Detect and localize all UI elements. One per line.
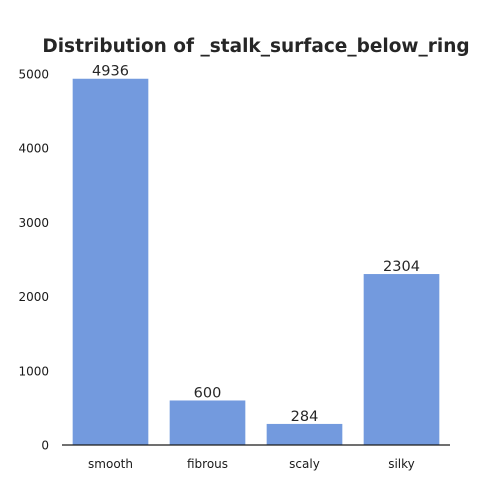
y-tick-label: 0 [41,439,49,453]
data-labels-group: 4936 600 284 2304 [92,64,420,425]
y-tick-label: 5000 [18,68,49,82]
x-axis: smooth fibrous scaly silky [88,457,415,471]
chart-title: Distribution of _stalk_surface_below_rin… [42,36,469,57]
bar-smooth [72,78,149,445]
data-label-fibrous: 600 [194,385,222,401]
y-tick-label: 4000 [18,142,49,156]
bar-silky [363,274,440,445]
bar-fibrous [169,400,246,445]
x-tick-label-silky: silky [388,457,415,471]
bar-scaly [266,423,343,445]
y-axis: 0 1000 2000 3000 4000 5000 [18,68,49,453]
data-label-scaly: 284 [291,409,319,425]
y-tick-label: 1000 [18,364,49,378]
x-tick-label-scaly: scaly [289,457,320,471]
y-tick-label: 2000 [18,290,49,304]
x-tick-label-smooth: smooth [88,457,133,471]
data-label-smooth: 4936 [92,64,129,80]
x-tick-label-fibrous: fibrous [187,457,228,471]
y-tick-label: 3000 [18,216,49,230]
bars-group [72,78,440,445]
data-label-silky: 2304 [383,259,420,275]
